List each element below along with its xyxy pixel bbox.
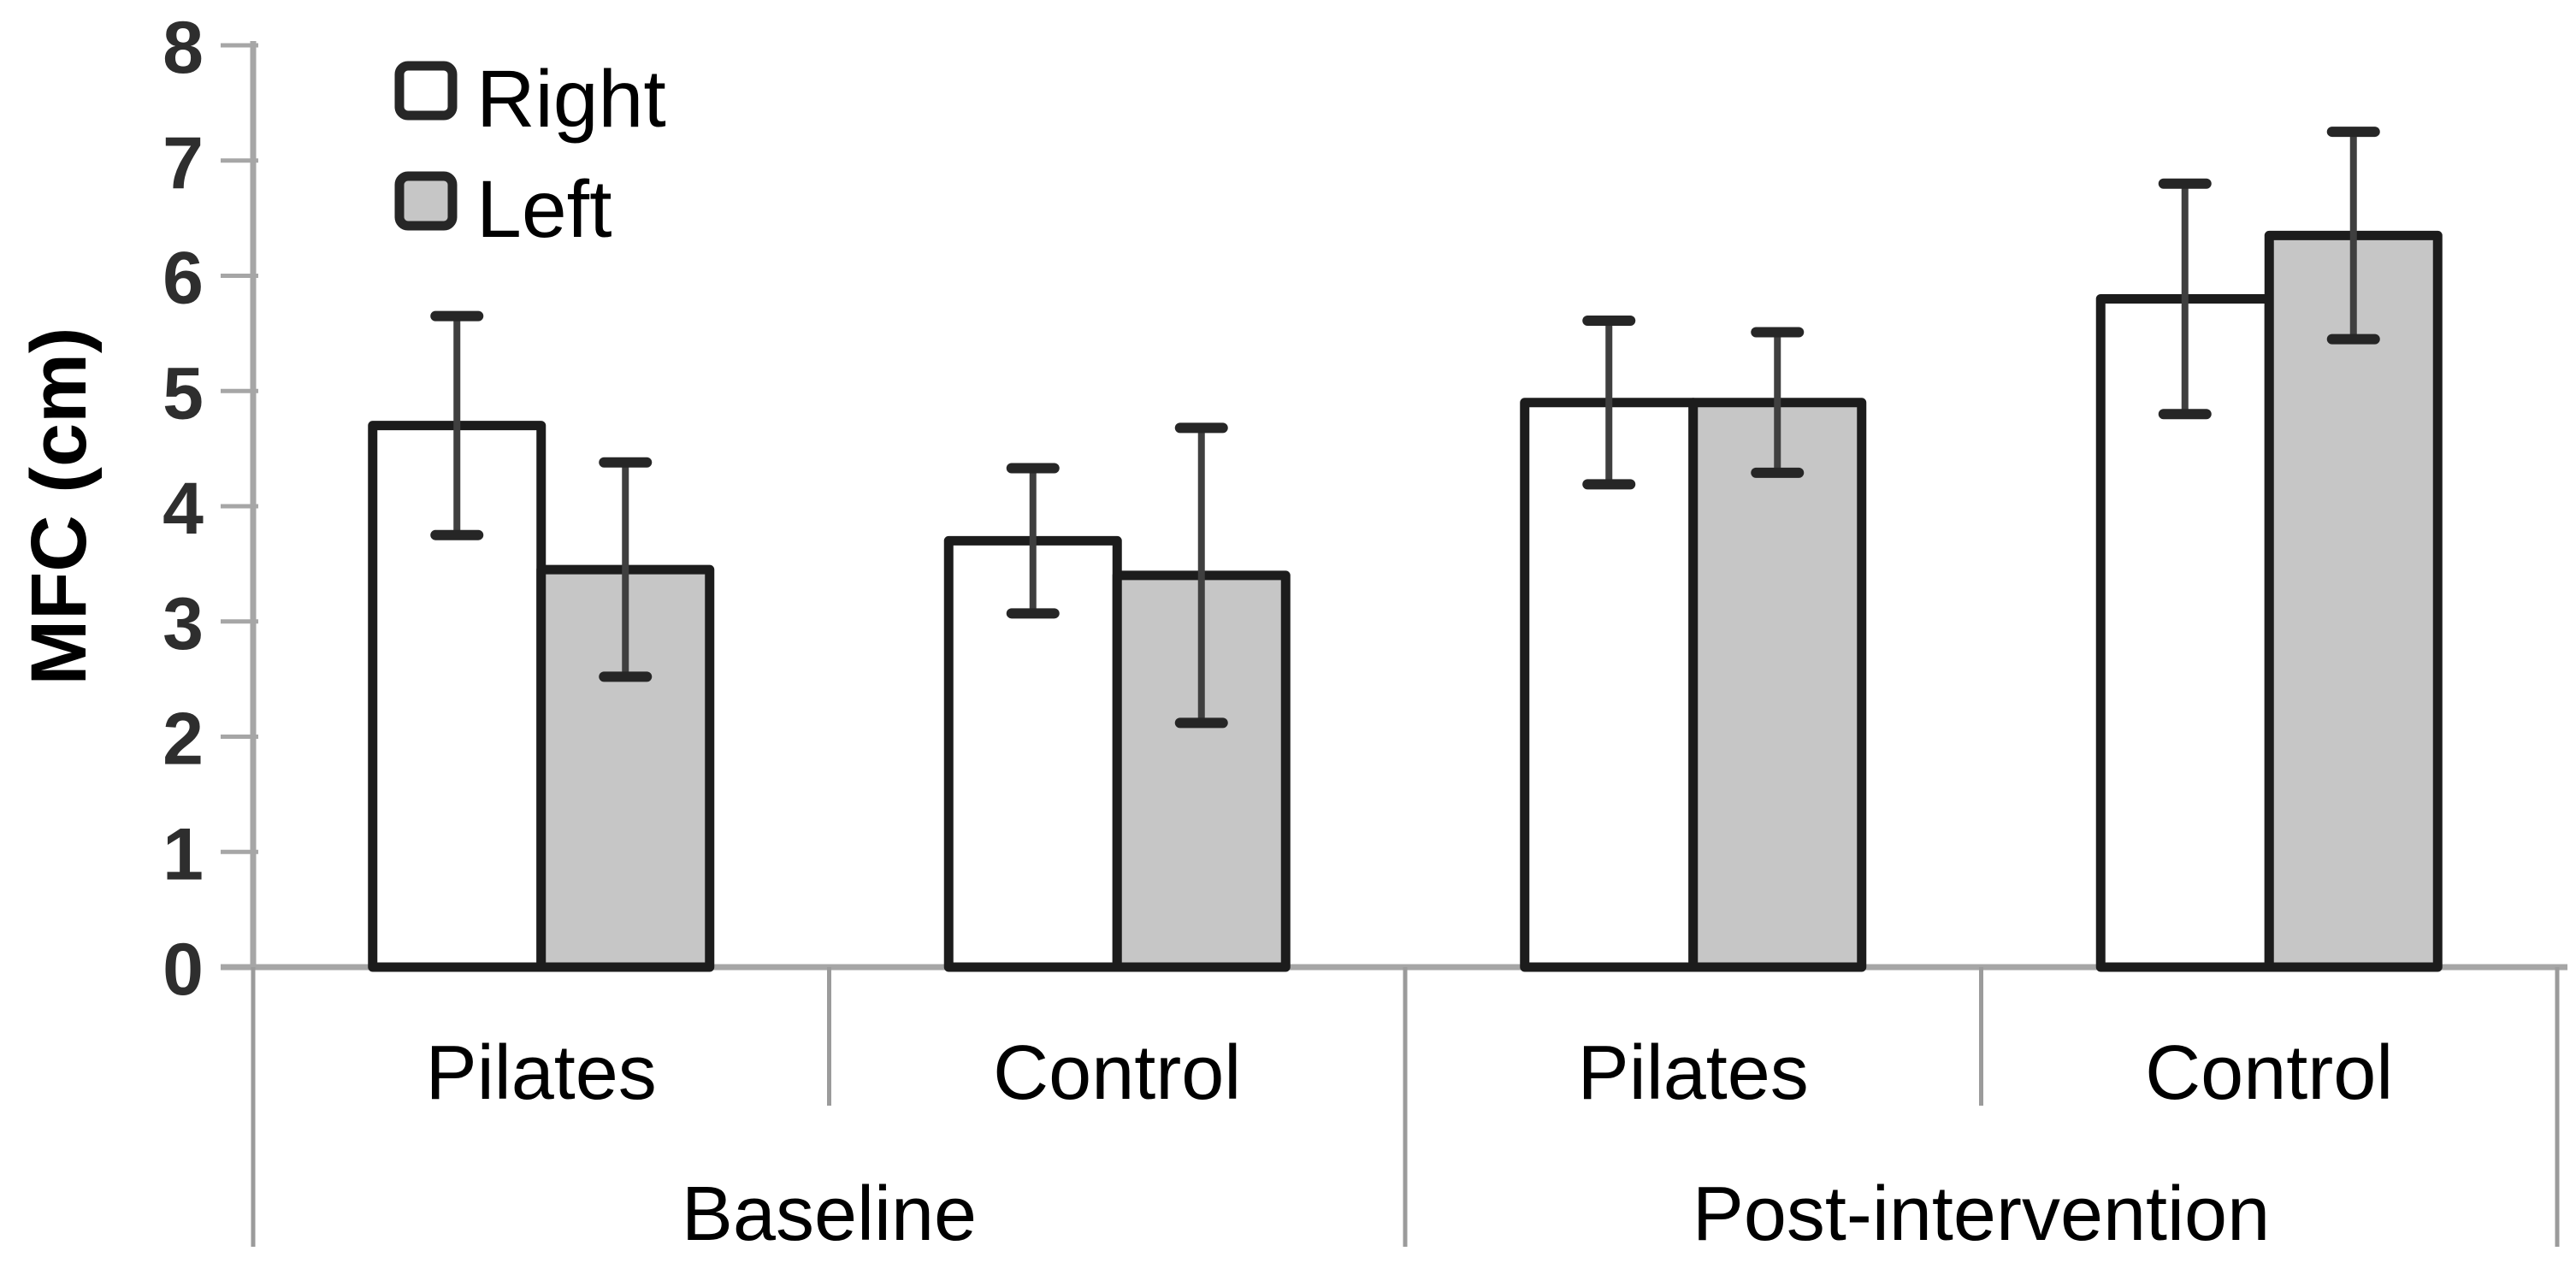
- bar-left-3: [2264, 230, 2443, 972]
- bar-right-2: [1520, 398, 1699, 972]
- y-tick-label: 1: [162, 813, 204, 895]
- bar-left-1: [1112, 570, 1291, 972]
- y-tick-label: 8: [162, 7, 204, 89]
- legend-swatch-left: [394, 171, 458, 231]
- y-tick-label: 4: [162, 468, 204, 550]
- y-tick-label: 3: [162, 583, 204, 665]
- category-label: Pilates: [426, 1030, 657, 1116]
- category-label: Control: [2145, 1030, 2393, 1116]
- group-label: Post-intervention: [1693, 1172, 2270, 1257]
- y-tick-label: 2: [162, 699, 204, 781]
- legend-swatch-right: [394, 61, 458, 121]
- legend-label-right: Right: [476, 54, 666, 145]
- category-label: Control: [993, 1030, 1241, 1116]
- y-tick-label: 6: [162, 238, 204, 320]
- y-tick-label: 7: [162, 122, 204, 204]
- legend-label-left: Left: [476, 164, 612, 255]
- y-tick-label: 0: [162, 929, 204, 1011]
- bar-left-2: [1688, 398, 1867, 972]
- category-label: Pilates: [1578, 1030, 1809, 1116]
- group-label: Baseline: [682, 1172, 977, 1257]
- y-axis-title: MFC (cm): [15, 327, 103, 685]
- y-tick-label: 5: [162, 352, 204, 434]
